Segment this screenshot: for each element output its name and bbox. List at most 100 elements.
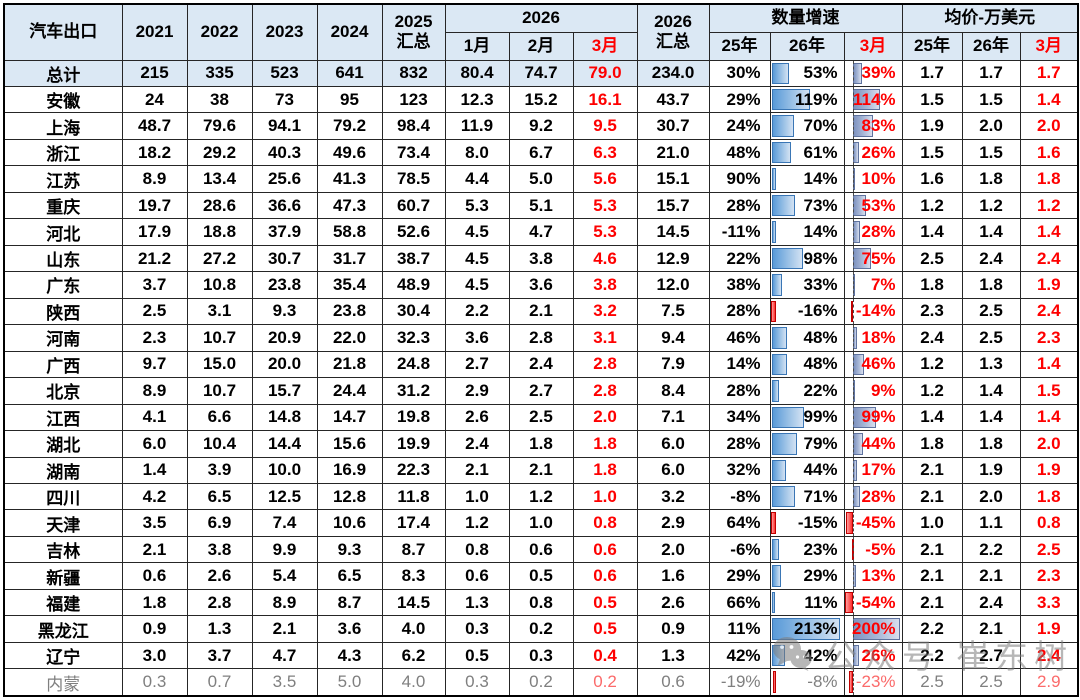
cell-2026-feb: 1.2: [508, 482, 574, 511]
cell-2026-total: 12.0: [636, 271, 710, 299]
cell-value: 0.9: [661, 619, 685, 639]
cell-value: 9.7: [142, 354, 167, 374]
cell-value: 9.3: [337, 539, 362, 559]
cell-value: 2.4: [1036, 248, 1061, 268]
growth-data-bar: [773, 671, 776, 693]
cell-value: 14%: [726, 354, 761, 374]
cell-value: 43.7: [656, 89, 690, 109]
cell-2021: 17.9: [121, 218, 188, 246]
cell-value: 1.0: [529, 513, 553, 533]
header-growth-26: 26年: [769, 31, 845, 61]
cell-2026-feb: 1.8: [508, 430, 574, 458]
cell-value: 49.6: [332, 142, 367, 162]
cell-value: 2.1: [979, 566, 1003, 586]
cell-value: 8.7: [337, 592, 362, 612]
cell-value: -14%: [855, 301, 896, 321]
cell-growth-26: 79%: [769, 430, 845, 458]
cell-2026-total: 21.0: [636, 138, 710, 167]
bar-axis-line: [853, 113, 855, 139]
table-row: 福建 1.8 2.8 8.9 8.7 14.5 1.3 0.8 0.5 2.6 66% 11% -54%…: [3, 588, 1079, 617]
cell-value: 30%: [726, 63, 761, 83]
cell-price-25: 1.5: [901, 138, 963, 167]
table-row: 安徽 24 38 73 95 123 12.3 15.2 16.1 43.7 29% 119% 114%…: [3, 85, 1079, 114]
bar-axis-line: [853, 378, 855, 404]
cell-value: 0.6: [142, 566, 167, 586]
cell-value: 12.3: [460, 89, 494, 109]
cell-value: 6.3: [593, 142, 617, 162]
cell-price-26: 1.1: [961, 509, 1021, 537]
cell-2024: 8.7: [316, 588, 383, 617]
table-row: 湖北 6.0 10.4 14.4 15.6 19.9 2.4 1.8 1.8 6.0 28% 79% 4…: [3, 430, 1079, 458]
cell-2021: 8.9: [121, 165, 188, 193]
cell-value: 2.6: [465, 407, 489, 427]
province-cell: 北京: [3, 377, 123, 405]
cell-value: 3.6: [337, 619, 362, 639]
table-body: 总计 215 335 523 641 832 80.4 74.7 79.0 234.0 30% 53%…: [3, 59, 1079, 697]
header-2026-line1: 2026: [654, 12, 692, 32]
cell-value: 2.4: [920, 327, 944, 347]
cell-2026-feb: 3.6: [508, 271, 574, 299]
cell-price-25: 1.5: [901, 85, 963, 114]
cell-value: 0.5: [593, 619, 617, 639]
cell-2026-total: 0.6: [636, 668, 710, 697]
table-header: 汽车出口 2021 2022 2023 2024 2025 汇总 2026 20…: [3, 3, 1079, 61]
cell-growth-25: 22%: [708, 244, 771, 273]
header-growth-mar: 3月: [843, 31, 903, 61]
cell-value: 1.8: [593, 460, 617, 480]
cell-price-mar: 1.7: [1019, 59, 1079, 87]
cell-2021: 215: [121, 59, 188, 87]
cell-price-25: 2.1: [901, 588, 963, 617]
cell-price-26: 2.5: [961, 324, 1021, 352]
cell-growth-mar: -14%: [843, 297, 903, 326]
province-cell: 广西: [3, 350, 123, 379]
cell-value: 2.1: [142, 539, 167, 559]
cell-price-25: 1.8: [901, 271, 963, 299]
cell-value: 1.0: [920, 513, 944, 533]
cell-value: 19.8: [396, 407, 431, 427]
header-month-jan: 1月: [444, 31, 510, 61]
cell-value: 641: [335, 63, 364, 83]
cell-value: 0.7: [207, 672, 232, 692]
cell-value: 23.8: [332, 301, 367, 321]
cell-2026-feb: 0.8: [508, 588, 574, 617]
cell-growth-26: 14%: [769, 165, 845, 193]
cell-2021: 0.9: [121, 615, 188, 643]
cell-2026-mar: 1.8: [572, 430, 638, 458]
cell-value: 3.3: [1036, 592, 1061, 612]
cell-value: 6.7: [529, 142, 553, 162]
cell-value: 15.0: [202, 354, 237, 374]
bar-axis-line: [853, 325, 855, 351]
cell-2021: 48.7: [121, 112, 188, 140]
cell-growth-25: 24%: [708, 112, 771, 140]
cell-value: 0.5: [529, 566, 553, 586]
cell-growth-25: -6%: [708, 535, 771, 564]
cell-price-26: 1.4: [961, 403, 1021, 432]
cell-2026-jan: 1.3: [444, 588, 510, 617]
cell-value: -16%: [797, 301, 838, 321]
cell-value: 6.9: [207, 513, 232, 533]
province-label: 天津: [46, 515, 81, 535]
table-row: 辽宁 3.0 3.7 4.7 4.3 6.2 0.5 0.3 0.4 1.3 42% 42% 26% 2.…: [3, 641, 1079, 670]
cell-2026-mar: 9.5: [572, 112, 638, 140]
cell-2024: 22.0: [316, 324, 383, 352]
cell-2026-jan: 2.6: [444, 403, 510, 432]
cell-value: 2.1: [920, 486, 944, 506]
cell-value: 832: [399, 63, 428, 83]
cell-value: 1.4: [920, 407, 944, 427]
cell-2026-mar: 5.6: [572, 165, 638, 193]
cell-2026-total: 30.7: [636, 112, 710, 140]
cell-growth-26: 22%: [769, 377, 845, 405]
cell-growth-26: 44%: [769, 456, 845, 485]
cell-value: 2.2: [920, 619, 944, 639]
bar-axis-line: [853, 219, 855, 245]
cell-value: 11%: [727, 619, 761, 639]
cell-value: 1.0: [593, 486, 617, 506]
cell-2026-jan: 0.6: [444, 562, 510, 590]
cell-value: 19.9: [396, 433, 431, 453]
cell-price-mar: 2.4: [1019, 641, 1079, 670]
cell-value: 46%: [726, 327, 761, 347]
bar-axis-line: [853, 87, 855, 112]
cell-2026-mar: 79.0: [572, 59, 638, 87]
cell-value: 13.4: [202, 169, 237, 189]
cell-2024: 95: [316, 85, 383, 114]
